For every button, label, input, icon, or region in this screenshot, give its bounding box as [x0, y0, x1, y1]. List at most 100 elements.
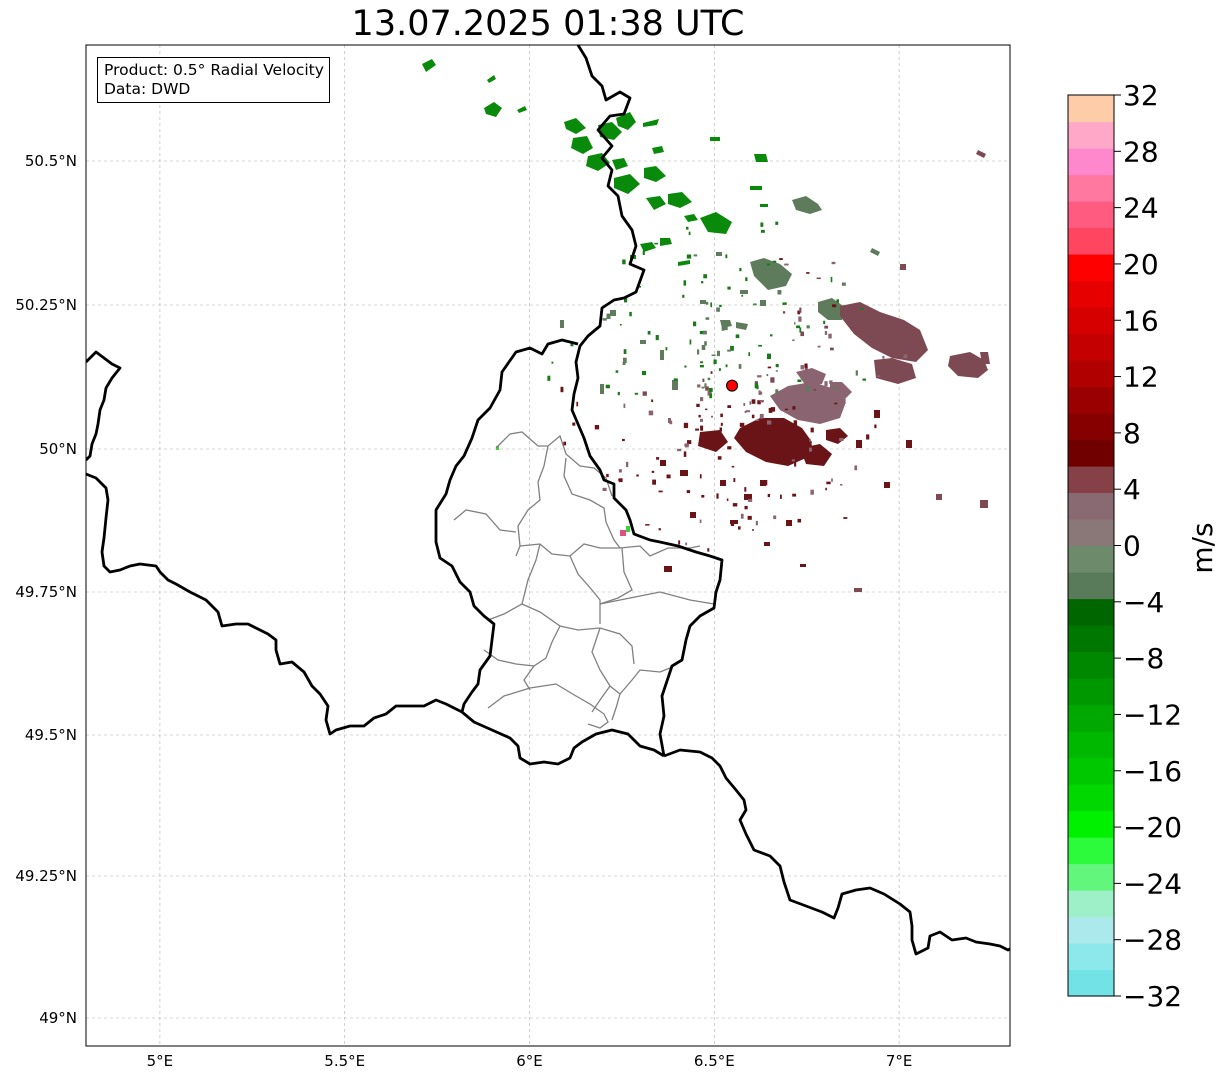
echo-speckle-cell: [693, 321, 697, 327]
echo-speckle-cell: [836, 299, 839, 303]
lon-tick-label: 5.5°E: [324, 1052, 365, 1070]
echo-speckle-cell: [730, 522, 735, 526]
echo-speckle-cell: [775, 364, 779, 368]
echo-speckle-cell: [707, 377, 711, 381]
echo-speckle-cell: [688, 231, 691, 236]
echo-speckle-cell: [725, 364, 728, 368]
echo-speckle-cell: [751, 414, 755, 419]
lat-tick-label: 50°N: [39, 440, 77, 458]
colorbar-tick-label: 12: [1123, 361, 1159, 394]
echo-speckle-cell: [654, 242, 659, 245]
echo-speckle-cell: [699, 330, 705, 335]
colorbar-segment: [1068, 148, 1114, 176]
radar-site-marker[interactable]: [726, 379, 739, 392]
colorbar-segment: [1068, 439, 1114, 467]
echo-speckle-cell: [738, 526, 741, 530]
echo-speckle-cell: [642, 250, 645, 255]
axis-tick-labels: 5°E 5.5°E 6°E 6.5°E 7°E 50.5°N 50.25°N 50°N 49.7…: [15, 152, 912, 1070]
echo-speckle-cell: [721, 325, 725, 331]
colorbar-tick-label: −12: [1123, 698, 1182, 731]
echo-speckle-cell: [775, 370, 778, 372]
echo-speckle-cell: [767, 420, 772, 425]
echo-speckle-cell: [800, 331, 804, 337]
colorbar-segment: [1068, 307, 1114, 335]
colorbar-segment: [1068, 704, 1114, 732]
echo-speckle-cell: [686, 254, 692, 259]
echo-speckle-cell: [719, 427, 722, 432]
echo-speckle-cell: [854, 465, 858, 471]
echo-speckle-cell: [738, 364, 742, 369]
echo-speckle-cell: [753, 303, 757, 306]
colorbar-segment: [1068, 731, 1114, 759]
echo-speckle-cell: [833, 387, 837, 390]
colorbar: 32 28 24 20 16 12 8 4 0 −4 −8 −12 −16 −20 −24 −28 −32 m/s: [1067, 79, 1219, 1013]
echo-speckle-cell: [739, 439, 744, 443]
colorbar-tick-label: 20: [1123, 248, 1159, 281]
echo-speckle-cell: [622, 438, 625, 442]
echo-speckle-cell: [720, 422, 723, 426]
echo-speckle-cell: [804, 366, 808, 370]
echo-speckle-cell: [727, 349, 731, 352]
echo-speckle-cell: [777, 290, 782, 295]
echo-speckle-cell: [874, 424, 877, 429]
echo-speckle-cell: [834, 402, 838, 405]
echo-speckle-cell: [867, 331, 871, 335]
echo-speckle-cell: [704, 383, 707, 388]
echo-pink: [620, 530, 626, 536]
echo-speckle-cell: [794, 461, 797, 467]
echo-speckle-cell: [695, 428, 699, 431]
echo-speckle-cell: [743, 402, 746, 406]
echo-speckle-cell: [699, 519, 702, 524]
echo-speckle-cell: [782, 302, 787, 305]
echo-speckle-cell: [658, 528, 661, 531]
echo-speckle-cell: [778, 441, 781, 443]
echo-speckle-cell: [767, 493, 771, 498]
echo-speckle-cell: [560, 386, 564, 393]
echo-speckle-cell: [809, 438, 811, 442]
echo-speckle-cell: [704, 341, 707, 346]
colorbar-segment: [1068, 837, 1114, 865]
echo-speckle-cell: [735, 334, 740, 339]
echo-speckle-cell: [792, 406, 796, 410]
echo-speckle-cell: [767, 366, 772, 369]
echo-speckle-cell: [770, 377, 775, 383]
colorbar-segment: [1068, 572, 1114, 600]
echo-speckle-cell: [755, 419, 760, 421]
echo-speckle-cell: [624, 297, 628, 303]
echo-speckle-cell: [617, 391, 620, 396]
echo-speckle-cell: [876, 375, 881, 377]
echo-speckle-cell: [699, 364, 704, 368]
lon-tick-label: 6.5°E: [694, 1052, 735, 1070]
echo-speckle-cell: [806, 386, 811, 392]
echo-speckle-cell: [792, 493, 797, 497]
echo-speckle-cell: [701, 495, 705, 498]
echo-speckle-cell: [594, 425, 600, 430]
echo-speckle-cell: [855, 370, 858, 376]
colorbar-segment: [1068, 651, 1114, 679]
echo-speckle-cell: [622, 362, 626, 365]
colorbar-tick-label: −4: [1123, 586, 1164, 619]
colorbar-segment: [1068, 201, 1114, 229]
echo-speckle-cell: [804, 363, 808, 368]
echo-speckle-cell: [841, 282, 846, 286]
echo-speckle-cell: [707, 548, 710, 552]
echo-speckle-cell: [745, 277, 748, 282]
colorbar-segment: [1068, 545, 1114, 573]
echo-speckle-cell: [570, 342, 574, 347]
echo-speckle-cell: [825, 487, 827, 491]
echo-speckle-cell: [806, 325, 810, 329]
echo-speckle-cell: [666, 474, 671, 479]
echo-speckle-cell: [705, 301, 709, 305]
map-area[interactable]: [86, 45, 1010, 1046]
echo-speckle-cell: [789, 396, 792, 400]
radar-echoes: [422, 59, 990, 592]
echo-speckle-cell: [720, 413, 723, 418]
echo-speckle-cell: [759, 391, 763, 395]
echo-speckle-cell: [860, 307, 864, 310]
echo-speckle-cell: [703, 274, 708, 279]
echo-speckle-cell: [684, 443, 689, 448]
echo-speckle-cell: [709, 393, 713, 399]
echo-speckle-cell: [798, 316, 802, 322]
lat-tick-label: 49.25°N: [15, 867, 77, 885]
echo-speckle-cell: [797, 310, 801, 315]
